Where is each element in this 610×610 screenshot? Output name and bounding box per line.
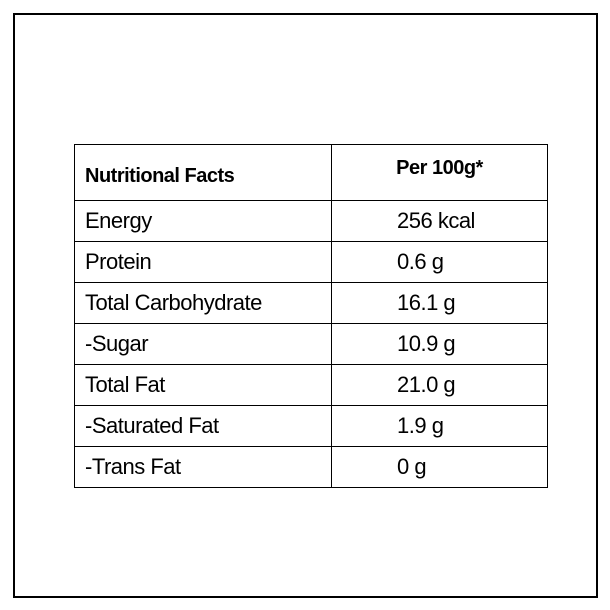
row: Total Carbohydrate 16.1 g [74,282,548,324]
table-head: Nutritional Facts Per 100g* [74,144,548,201]
row: Protein 0.6 g [74,241,548,283]
row: Total Fat 21.0 g [74,364,548,406]
cell: 10.9 g [331,323,548,365]
cell: Energy [74,200,332,242]
cell: Total Fat [74,364,332,406]
header-row: Nutritional Facts Per 100g* [74,144,548,201]
cell: 16.1 g [331,282,548,324]
cell: -Saturated Fat [74,405,332,447]
row: -Trans Fat 0 g [74,446,548,488]
cell: 0.6 g [331,241,548,283]
cell: -Trans Fat [74,446,332,488]
frame: Nutritional Facts Per 100g* Energy 256 kc… [13,13,598,598]
cell: 21.0 g [331,364,548,406]
header-cell: Per 100g* [331,144,548,201]
cell: -Sugar [74,323,332,365]
nutrition-table: Nutritional Facts Per 100g* Energy 256 kc… [74,144,548,488]
cell: Total Carbohydrate [74,282,332,324]
header-cell: Nutritional Facts [74,144,332,201]
cell: 1.9 g [331,405,548,447]
row: Energy 256 kcal [74,200,548,242]
cell: 0 g [331,446,548,488]
row: -Saturated Fat 1.9 g [74,405,548,447]
table-body: Energy 256 kcal Protein 0.6 g Total Carbohyd… [74,200,548,488]
cell: 256 kcal [331,200,548,242]
row: -Sugar 10.9 g [74,323,548,365]
cell: Protein [74,241,332,283]
